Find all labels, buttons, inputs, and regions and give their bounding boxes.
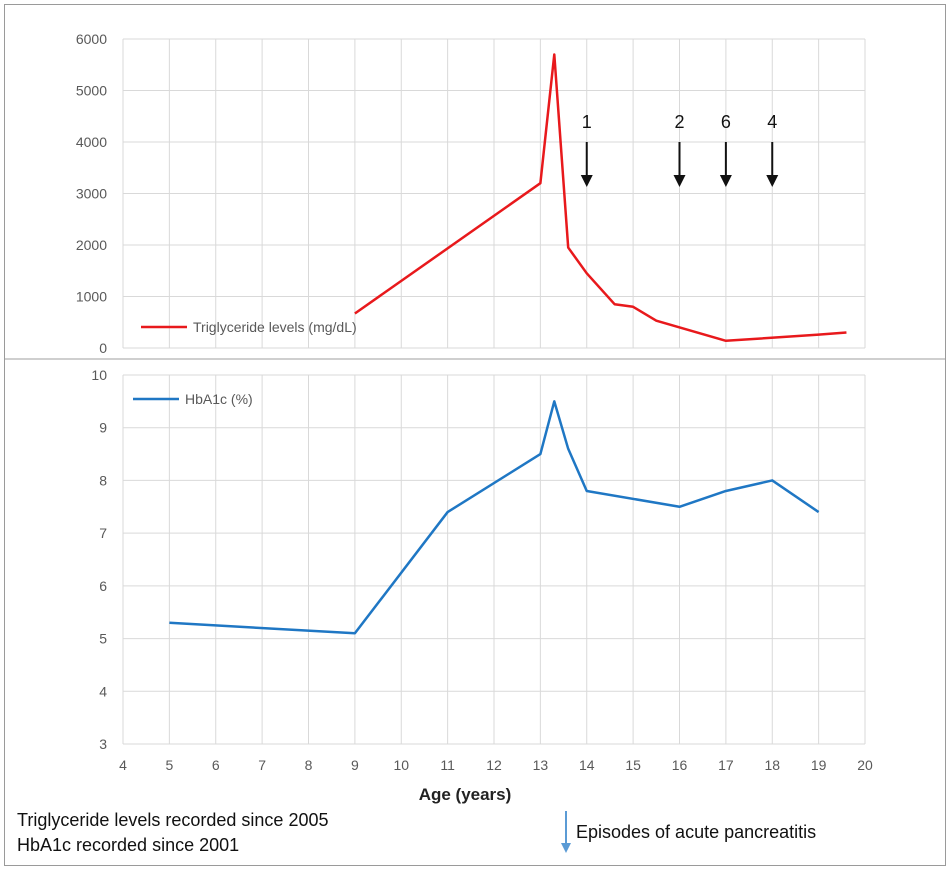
x-tick-label: 14 (579, 757, 595, 773)
y-tick-label: 6000 (76, 31, 107, 47)
figure-frame: 0 1000 2000 3000 4000 5000 6000 Triglyceride le… (4, 4, 946, 866)
x-tick-label: 9 (351, 757, 359, 773)
chart-canvas: 0 1000 2000 3000 4000 5000 6000 Triglyceride le… (5, 31, 945, 853)
x-axis-title: Age (years) (419, 785, 512, 804)
note-triglyceride-since: Triglyceride levels recorded since 2005 (17, 810, 329, 830)
episode-count-label: 6 (721, 112, 731, 132)
episode-count-label: 1 (582, 112, 592, 132)
x-tick-label: 20 (857, 757, 873, 773)
legend-label-hba1c: HbA1c (%) (185, 391, 253, 407)
x-tick-label: 18 (764, 757, 780, 773)
x-tick-label: 17 (718, 757, 734, 773)
x-tick-label: 4 (119, 757, 127, 773)
y-tick-label: 1000 (76, 289, 107, 305)
y-tick-label: 10 (91, 367, 107, 383)
x-tick-label: 15 (625, 757, 641, 773)
pancreatitis-legend-label: Episodes of acute pancreatitis (576, 822, 817, 842)
y-tick-label: 4 (99, 683, 107, 699)
series-line (354, 53, 847, 343)
y-tick-label: 6 (99, 578, 107, 594)
x-tick-label: 11 (440, 757, 455, 773)
episode-arrow-head (580, 175, 593, 187)
y-tick-label: 0 (99, 340, 107, 356)
y-tick-label: 5 (99, 631, 107, 647)
y-tick-label: 7 (99, 525, 107, 541)
y-tick-label: 5000 (76, 83, 107, 99)
x-tick-label: 8 (305, 757, 313, 773)
y-tick-label: 2000 (76, 237, 107, 253)
x-tick-label: 7 (258, 757, 266, 773)
episode-arrow-head (766, 175, 779, 187)
note-hba1c-since: HbA1c recorded since 2001 (17, 835, 240, 855)
x-tick-label: 13 (533, 757, 549, 773)
y-tick-label: 3 (99, 736, 107, 752)
series-line (169, 400, 820, 635)
legend-label-triglyceride: Triglyceride levels (mg/dL) (193, 319, 357, 335)
pancreatitis-legend-arrow (561, 811, 571, 853)
x-tick-label: 16 (672, 757, 688, 773)
episode-arrow-head (719, 175, 732, 187)
x-tick-label: 5 (165, 757, 173, 773)
episode-arrow-head (673, 175, 686, 187)
episode-count-label: 2 (674, 112, 684, 132)
y-tick-label: 3000 (76, 186, 107, 202)
x-tick-label: 10 (393, 757, 409, 773)
y-tick-label: 8 (99, 472, 107, 488)
y-tick-label: 9 (99, 420, 107, 436)
episode-count-label: 4 (767, 112, 777, 132)
triglyceride-chart: 0 1000 2000 3000 4000 5000 6000 Triglyceride le… (76, 31, 866, 356)
x-tick-label: 19 (811, 757, 827, 773)
x-tick-label: 12 (486, 757, 502, 773)
x-tick-label: 6 (212, 757, 220, 773)
y-tick-label: 4000 (76, 134, 107, 150)
